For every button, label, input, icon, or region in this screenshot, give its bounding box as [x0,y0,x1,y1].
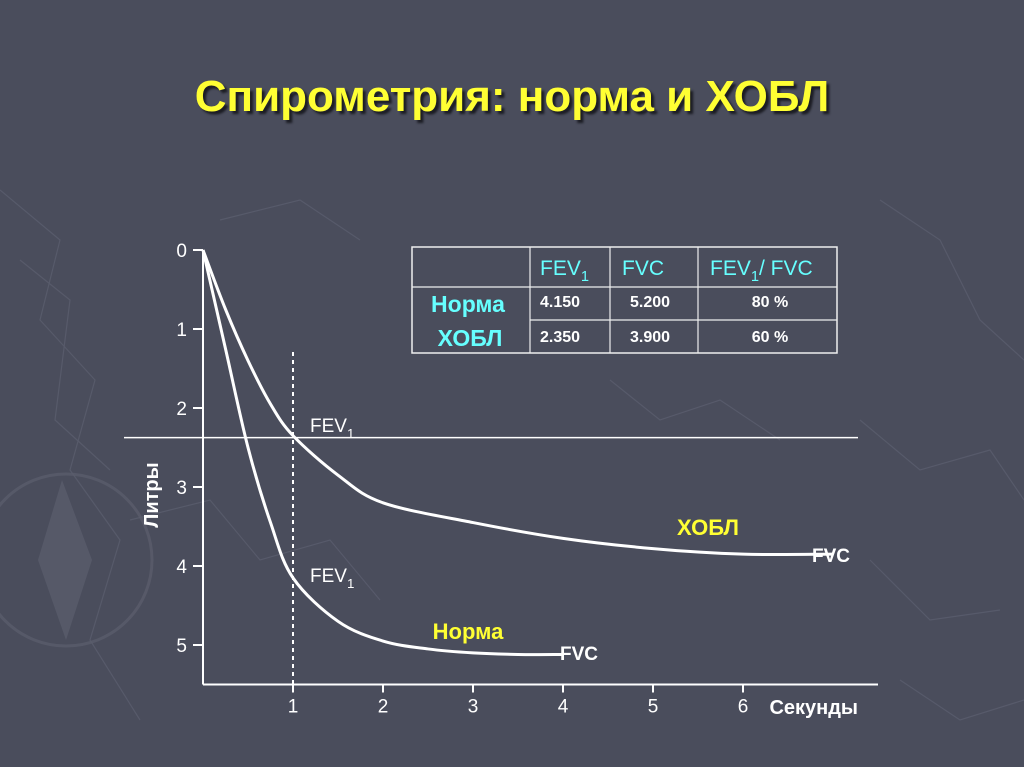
x-tick-label-5: 5 [648,697,659,718]
series-label-norm: Норма [433,619,504,644]
table-cell-1-2: 5.200 [630,294,670,311]
table-cell-1-3: 80 % [752,294,788,311]
table-header-2: FVC [622,257,664,280]
y-tick-label-3: 3 [176,478,187,499]
table-header-1: FEV1 [540,257,589,285]
series-line-copd [201,249,834,557]
table-cell-2-3: 60 % [752,329,788,346]
end-label-fvc-copd: FVC [812,546,850,567]
x-tick-label-3: 3 [468,697,479,718]
y-tick-label-2: 2 [176,399,187,420]
series-line-norm [201,249,564,657]
x-axis-title: Секунды [769,697,858,719]
x-tick-label-1: 1 [288,697,299,718]
table-cell-2-1: 2.350 [540,329,580,346]
x-tick-label-2: 2 [378,697,389,718]
y-tick-label-1: 1 [176,320,187,341]
annotation-fev1-1: FEV1 [310,416,354,441]
table-row-label-1: Норма [431,291,505,317]
table-header-3: FEV1/ FVC [710,257,813,285]
table-cell-2-2: 3.900 [630,329,670,346]
x-tick-label-4: 4 [558,697,569,718]
table-row-label-2: ХОБЛ [438,325,503,351]
compass-icon [0,472,154,648]
y-axis-title: Литры [141,462,163,527]
slide-title: Спирометрия: норма и ХОБЛ [194,72,830,121]
x-tick-label-6: 6 [738,697,749,718]
series-label-copd: ХОБЛ [677,515,739,540]
annotation-fev1-2: FEV1 [310,566,354,591]
y-tick-label-0: 0 [176,241,187,262]
table-cell-1-1: 4.150 [540,294,580,311]
table-frame [411,246,838,354]
y-tick-label-4: 4 [176,557,187,578]
y-tick-label-5: 5 [176,636,187,657]
end-label-fvc-norm: FVC [560,644,598,665]
